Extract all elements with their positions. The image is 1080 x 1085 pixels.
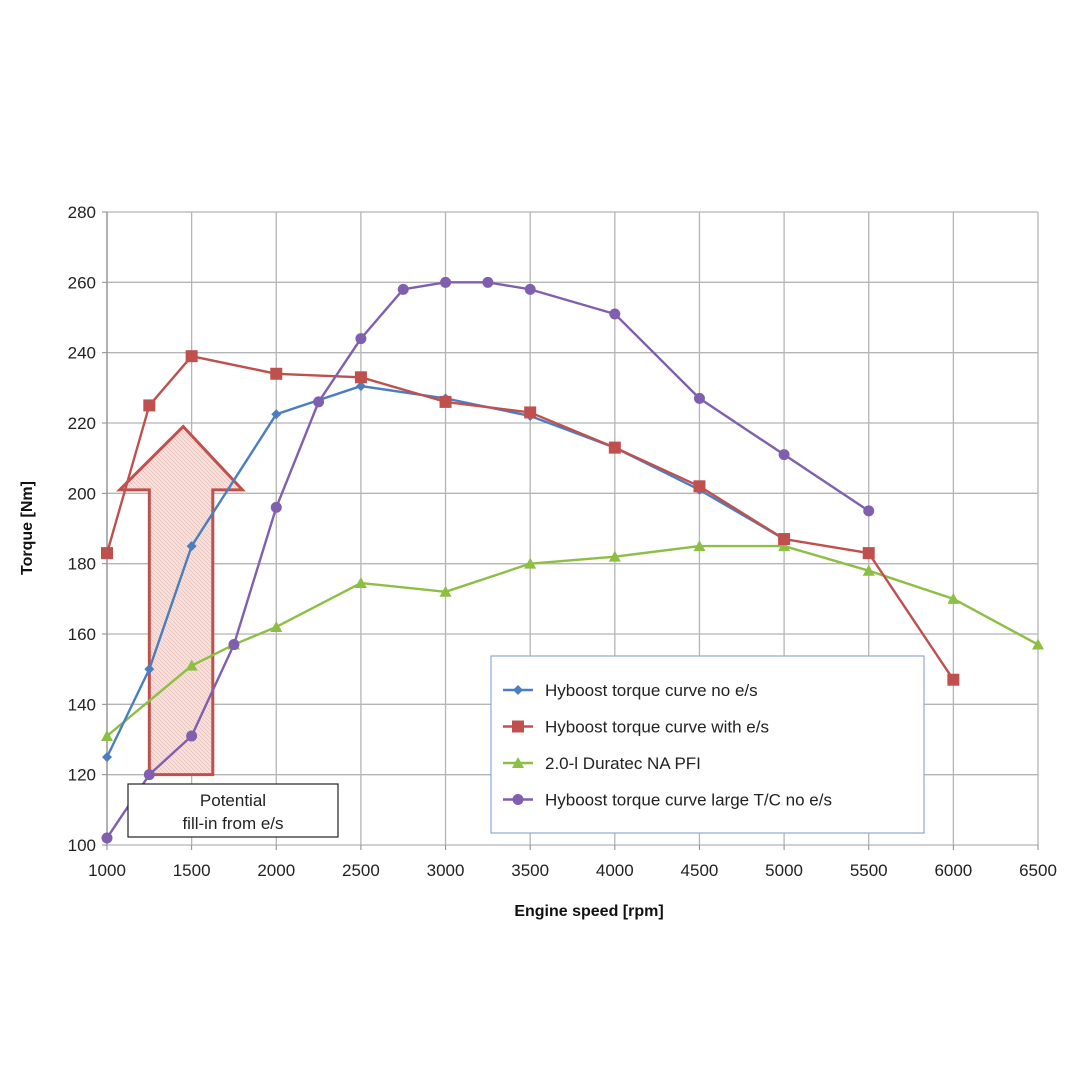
y-axis-title: Torque [Nm] — [19, 481, 36, 575]
x-tick-label: 4000 — [596, 861, 634, 880]
y-tick-label: 280 — [68, 203, 96, 222]
annotation-line-1: Potential — [200, 791, 266, 810]
x-tick-label: 4500 — [681, 861, 719, 880]
x-tick-label: 1500 — [173, 861, 211, 880]
x-tick-label: 5000 — [765, 861, 803, 880]
series-1 — [101, 350, 960, 686]
x-tick-label: 1000 — [88, 861, 126, 880]
legend-label: Hyboost torque curve no e/s — [545, 681, 758, 700]
data-series — [101, 276, 1044, 844]
x-tick-label: 5500 — [850, 861, 888, 880]
y-tick-label: 200 — [68, 484, 96, 503]
axes: 100 120 140 160 180 200 220 240 260 280 1000 1500 20… — [68, 203, 1057, 880]
y-tick-label: 100 — [68, 836, 96, 855]
legend-label: Hyboost torque curve large T/C no e/s — [545, 791, 832, 810]
x-axis-title: Engine speed [rpm] — [514, 903, 663, 920]
x-tick-label: 6000 — [934, 861, 972, 880]
y-tick-label: 260 — [68, 273, 96, 292]
legend-item: Hyboost torque curve no e/s — [503, 681, 758, 700]
x-tick-label: 2000 — [257, 861, 295, 880]
y-tick-label: 180 — [68, 555, 96, 574]
x-tick-label: 3500 — [511, 861, 549, 880]
legend-label: 2.0-l Duratec NA PFI — [545, 754, 701, 773]
annotation-box: Potential fill-in from e/s — [127, 783, 339, 838]
x-tick-label: 6500 — [1019, 861, 1057, 880]
legend-label: Hyboost torque curve with e/s — [545, 718, 769, 737]
y-tick-label: 120 — [68, 766, 96, 785]
annotation-line-2: fill-in from e/s — [182, 814, 283, 833]
series-3 — [101, 276, 875, 844]
legend-item: Hyboost torque curve large T/C no e/s — [503, 791, 832, 810]
fill-in-arrow — [116, 424, 246, 777]
y-tick-label: 140 — [68, 695, 96, 714]
legend: Hyboost torque curve no e/s Hyboost torqu… — [490, 655, 925, 834]
y-tick-label: 160 — [68, 625, 96, 644]
y-tick-label: 240 — [68, 344, 96, 363]
x-tick-label: 2500 — [342, 861, 380, 880]
x-tick-label: 3000 — [427, 861, 465, 880]
legend-item: 2.0-l Duratec NA PFI — [503, 754, 701, 773]
legend-item: Hyboost torque curve with e/s — [503, 718, 769, 737]
y-tick-label: 220 — [68, 414, 96, 433]
